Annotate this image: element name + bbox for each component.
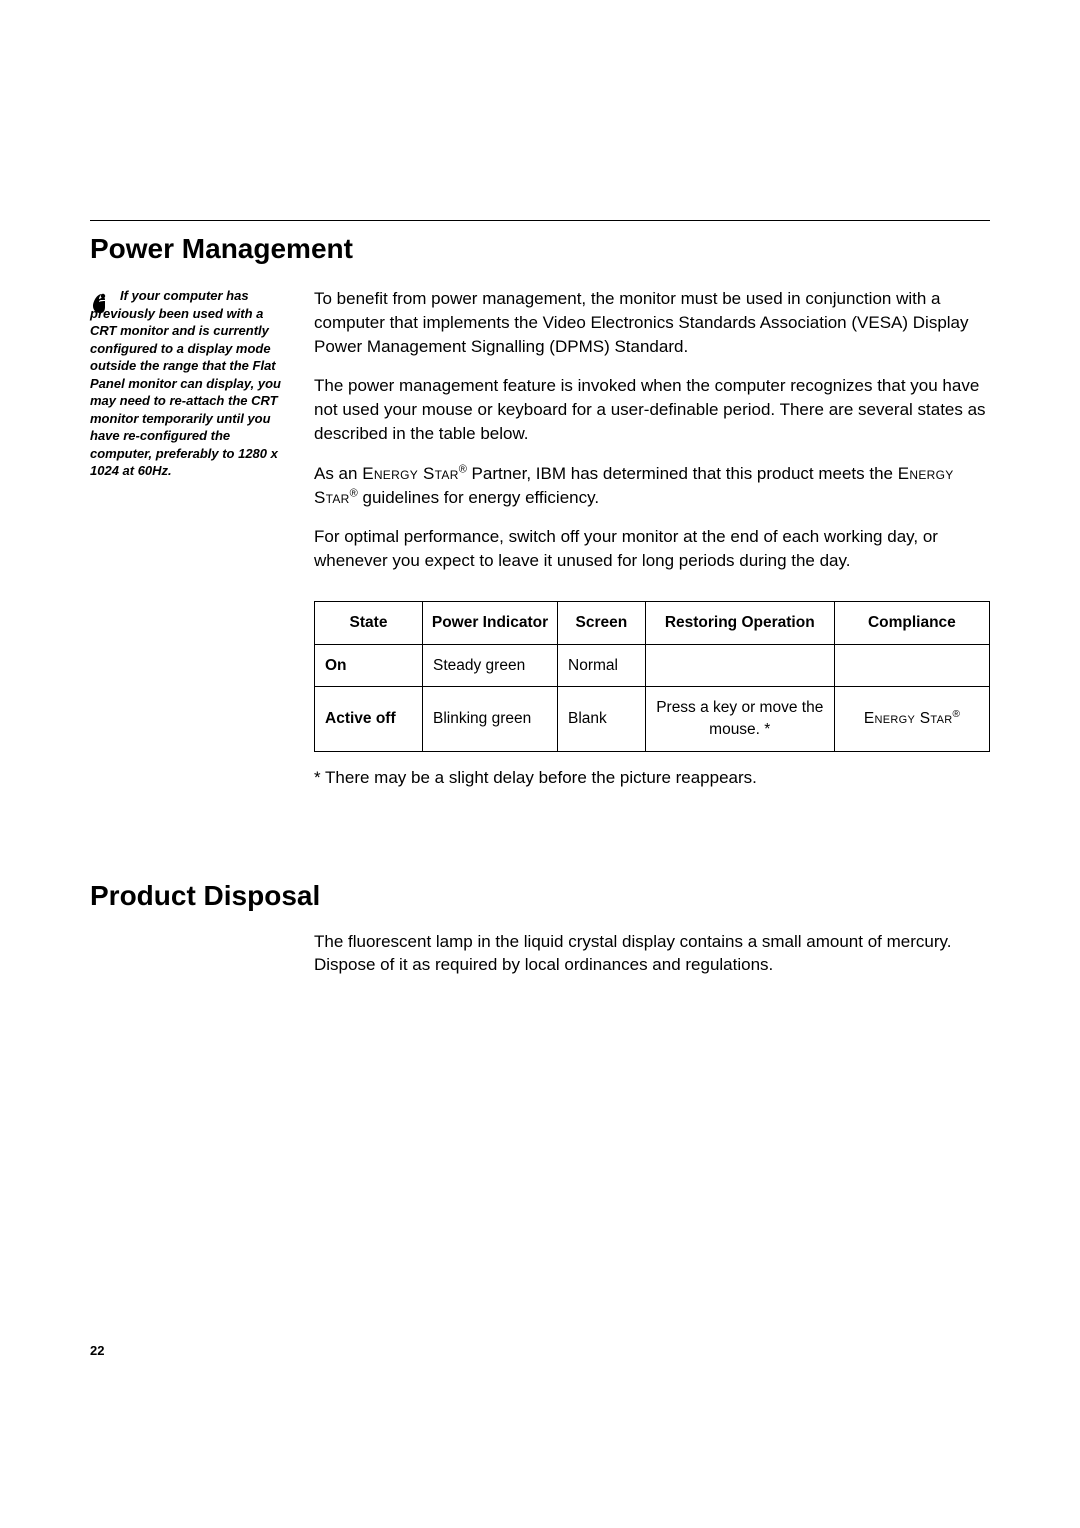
cell-restoring-0 <box>645 644 834 687</box>
table-row: Active off Blinking green Blank Press a … <box>315 687 990 751</box>
disposal-body-text: The fluorescent lamp in the liquid cryst… <box>314 930 990 978</box>
main-body: To benefit from power management, the mo… <box>314 287 990 790</box>
section-heading-product-disposal: Product Disposal <box>90 880 990 912</box>
p3-part-c: Partner, IBM has determined that this pr… <box>467 464 898 483</box>
cell-screen-0: Normal <box>558 644 646 687</box>
sidenote-text: If your computer has previously been use… <box>90 287 290 480</box>
table-header-row: State Power Indicator Screen Restoring O… <box>315 601 990 644</box>
section-product-disposal: Product Disposal The fluorescent lamp in… <box>90 880 990 978</box>
th-screen: Screen <box>558 601 646 644</box>
cell-power-1: Blinking green <box>423 687 558 751</box>
p3-sup-1: ® <box>459 463 467 475</box>
paragraph-3: As an Energy Star® Partner, IBM has dete… <box>314 462 990 510</box>
p3-part-a: As an <box>314 464 362 483</box>
cell-state-0: On <box>315 644 423 687</box>
compliance-energy-star: Energy Star <box>864 710 953 727</box>
info-icon <box>90 291 114 315</box>
cell-screen-1: Blank <box>558 687 646 751</box>
p3-part-e: guidelines for energy efficiency. <box>358 488 599 507</box>
th-power: Power Indicator <box>423 601 558 644</box>
cell-power-0: Steady green <box>423 644 558 687</box>
th-compliance: Compliance <box>834 601 989 644</box>
p3-energy-star-1: Energy Star <box>362 464 458 483</box>
cell-state-1: Active off <box>315 687 423 751</box>
cell-compliance-0 <box>834 644 989 687</box>
paragraph-4: For optimal performance, switch off your… <box>314 525 990 573</box>
sidebar-note: If your computer has previously been use… <box>90 287 290 790</box>
paragraph-1: To benefit from power management, the mo… <box>314 287 990 358</box>
p3-sup-2: ® <box>350 487 358 499</box>
power-states-table: State Power Indicator Screen Restoring O… <box>314 601 990 752</box>
cell-compliance-1: Energy Star® <box>834 687 989 751</box>
th-state: State <box>315 601 423 644</box>
table-footnote: * There may be a slight delay before the… <box>314 766 990 790</box>
th-restoring: Restoring Operation <box>645 601 834 644</box>
page-number: 22 <box>90 1343 104 1358</box>
section-heading-power-management: Power Management <box>90 233 990 265</box>
paragraph-2: The power management feature is invoked … <box>314 374 990 445</box>
horizontal-rule <box>90 220 990 221</box>
table-row: On Steady green Normal <box>315 644 990 687</box>
two-column-layout: If your computer has previously been use… <box>90 287 990 790</box>
power-states-table-wrap: State Power Indicator Screen Restoring O… <box>314 601 990 790</box>
compliance-sup: ® <box>952 709 959 720</box>
cell-restoring-1: Press a key or move the mouse. * <box>645 687 834 751</box>
